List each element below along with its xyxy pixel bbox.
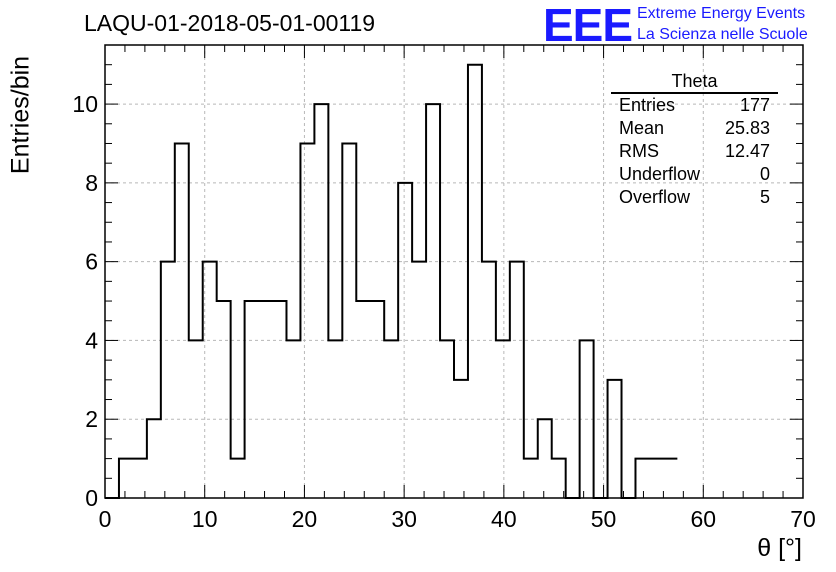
stat-row-underflow: Underflow 0	[611, 163, 778, 186]
y-tick-label: 2	[85, 406, 98, 432]
stat-label: Overflow	[619, 187, 691, 207]
y-axis-label: Entries/bin	[6, 55, 35, 175]
histogram-bin	[356, 301, 370, 498]
histogram-bin	[649, 459, 663, 498]
histogram-bin	[217, 301, 231, 498]
histogram-bin	[454, 380, 468, 498]
histogram-bin	[635, 459, 649, 498]
eee-logo-text: Extreme Energy Events La Scienza nelle S…	[637, 3, 808, 45]
histogram-bin	[314, 104, 328, 498]
stat-row-rms: RMS 12.47	[611, 140, 778, 163]
y-tick-label: 6	[85, 249, 98, 275]
y-tick-label: 0	[85, 485, 98, 511]
stat-row-overflow: Overflow 5	[611, 186, 778, 209]
histogram-bin	[245, 301, 259, 498]
x-tick-label: 30	[391, 506, 417, 532]
histogram-bin	[510, 262, 524, 498]
histogram-bin	[663, 459, 677, 498]
stats-box: Theta Entries 177 Mean 25.83 RMS 12.47 U…	[611, 70, 778, 209]
histogram-outline	[105, 63, 678, 499]
stat-row-entries: Entries 177	[611, 94, 778, 117]
stats-title: Theta	[611, 70, 778, 94]
x-tick-label: 60	[690, 506, 716, 532]
histogram-bin	[161, 262, 175, 498]
x-tick-label: 40	[491, 506, 517, 532]
stat-label: RMS	[619, 141, 659, 161]
x-tick-label: 0	[99, 506, 112, 532]
histogram-bin	[412, 262, 426, 498]
histogram-bin	[370, 301, 384, 498]
logo-line-1: Extreme Energy Events	[637, 5, 806, 22]
histogram-bin	[231, 459, 245, 498]
y-tick-label: 8	[85, 170, 98, 196]
stat-row-mean: Mean 25.83	[611, 117, 778, 140]
histogram-bin	[273, 301, 287, 498]
stat-value: 25.83	[724, 118, 770, 138]
histogram-bin	[384, 340, 398, 498]
plot-frame	[104, 44, 804, 499]
x-tick-label: 50	[591, 506, 617, 532]
stat-value: 0	[759, 164, 770, 184]
histogram-bin	[608, 380, 622, 498]
y-tick-label: 10	[72, 91, 98, 117]
stat-value: 5	[759, 187, 770, 207]
histogram-bin	[426, 104, 440, 498]
run-title: LAQU-01-2018-05-01-00119	[84, 10, 376, 36]
histogram-bin	[300, 143, 314, 498]
stat-label: Mean	[619, 118, 665, 138]
histogram-bin	[259, 301, 273, 498]
histogram-bin	[147, 419, 161, 498]
stat-label: Underflow	[619, 164, 701, 184]
histogram-bin	[524, 459, 538, 498]
histogram-bin	[342, 143, 356, 498]
x-tick-label: 70	[790, 506, 816, 532]
x-tick-label: 10	[192, 506, 218, 532]
histogram-bin	[119, 459, 133, 498]
stat-value: 12.47	[724, 141, 770, 161]
eee-logo-mark: EEE	[543, 0, 633, 51]
x-tick-label: 20	[292, 506, 318, 532]
stat-label: Entries	[619, 95, 676, 115]
stat-value: 177	[739, 95, 770, 115]
histogram-bin	[175, 143, 189, 498]
y-tick-label: 4	[85, 327, 98, 353]
histogram-bin	[538, 419, 552, 498]
x-axis-label: θ [°]	[757, 534, 802, 562]
histogram-bin	[468, 65, 482, 498]
histogram-bin	[482, 262, 496, 498]
logo-line-2: La Scienza nelle Scuole	[637, 26, 808, 43]
